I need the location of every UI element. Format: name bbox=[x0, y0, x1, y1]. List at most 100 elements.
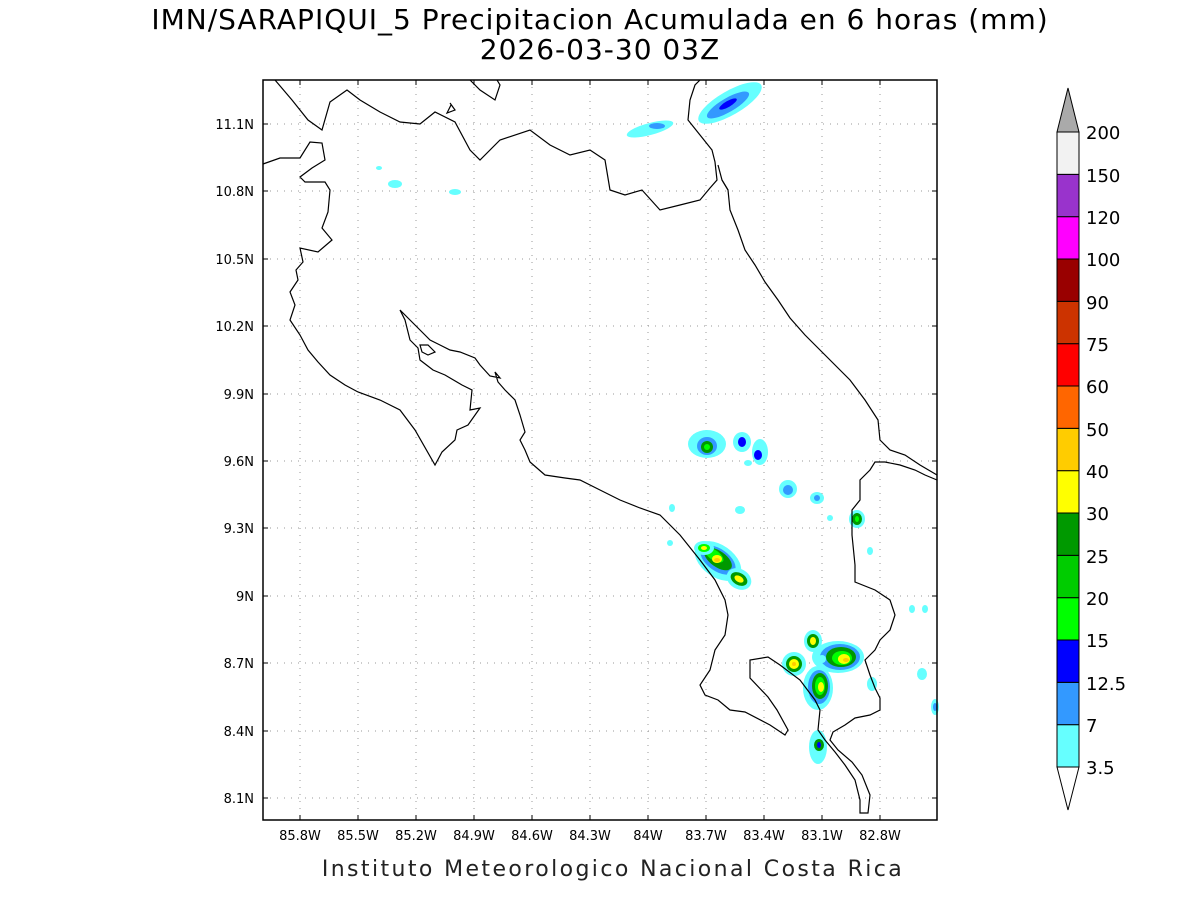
lon-tick-label: 84.3W bbox=[569, 829, 611, 844]
legend-label: 200 bbox=[1086, 123, 1120, 144]
legend-swatch bbox=[1056, 343, 1080, 387]
legend-swatch bbox=[1056, 724, 1080, 768]
institution-credit: Instituto Meteorologico Nacional Costa R… bbox=[321, 857, 905, 882]
legend-swatch bbox=[1056, 385, 1080, 429]
precip-cell bbox=[917, 668, 927, 680]
lon-tick-label: 82.8W bbox=[859, 829, 901, 844]
precip-cell bbox=[667, 540, 673, 546]
lat-tick-label: 8.1N bbox=[224, 792, 254, 807]
legend-label: 60 bbox=[1086, 377, 1109, 398]
legend-label: 120 bbox=[1086, 208, 1120, 229]
precip-cell bbox=[827, 515, 833, 521]
legend-label: 15 bbox=[1086, 631, 1109, 652]
lon-tick-label: 84.9W bbox=[453, 829, 495, 844]
legend-overflow-triangle bbox=[1056, 87, 1080, 133]
island bbox=[419, 344, 437, 356]
lake-nicaragua-shore bbox=[469, 79, 501, 101]
lat-tick-label: 10.8N bbox=[215, 185, 254, 200]
latitude-labels: 11.1N 10.8N 10.5N 10.2N 9.9N 9.6N 9.3N 9… bbox=[215, 118, 254, 807]
lat-tick-label: 9N bbox=[236, 590, 254, 605]
lon-tick-label: 83.7W bbox=[685, 829, 727, 844]
legend-swatch bbox=[1056, 173, 1080, 218]
precip-cell bbox=[376, 166, 382, 170]
lat-tick-label: 8.7N bbox=[224, 657, 254, 672]
lon-tick-label: 84.6W bbox=[511, 829, 553, 844]
legend-swatch bbox=[1056, 681, 1080, 726]
precip-cell bbox=[909, 605, 915, 613]
precip-cell bbox=[933, 703, 937, 711]
legend-swatch bbox=[1056, 427, 1080, 472]
precipitation-field bbox=[376, 82, 939, 764]
precip-cell bbox=[812, 641, 864, 673]
precip-cell bbox=[694, 541, 714, 555]
precip-cell bbox=[867, 547, 873, 555]
lon-tick-label: 85.8W bbox=[279, 829, 321, 844]
legend-label: 30 bbox=[1086, 504, 1109, 525]
precip-cell bbox=[849, 510, 865, 528]
precip-cell bbox=[809, 730, 827, 764]
legend-label: 20 bbox=[1086, 589, 1109, 610]
precip-cell bbox=[669, 504, 675, 512]
lat-tick-label: 11.1N bbox=[215, 118, 254, 133]
precip-cell bbox=[779, 480, 797, 498]
legend-label: 75 bbox=[1086, 335, 1109, 356]
map-valid-time: 2026-03-30 03Z bbox=[479, 33, 721, 66]
legend-label: 12.5 bbox=[1086, 674, 1126, 695]
precip-cell bbox=[649, 123, 665, 129]
precip-cell bbox=[782, 652, 806, 676]
island bbox=[445, 102, 456, 115]
precip-cell bbox=[735, 506, 745, 514]
legend-label: 40 bbox=[1086, 462, 1109, 483]
lon-tick-label: 84W bbox=[633, 829, 663, 844]
legend-labels: 3.5 7 12.5 15 20 25 30 40 50 60 75 90 10… bbox=[1086, 123, 1126, 779]
legend-label: 7 bbox=[1086, 716, 1097, 737]
precip-cell bbox=[803, 666, 833, 710]
axis-ticks bbox=[263, 80, 937, 820]
lon-tick-label: 85.2W bbox=[395, 829, 437, 844]
legend-color-bar bbox=[1056, 131, 1080, 768]
precip-cell bbox=[804, 630, 822, 652]
precip-cell bbox=[449, 189, 461, 195]
longitude-labels: 85.8W 85.5W 85.2W 84.9W 84.6W 84.3W 84W … bbox=[279, 829, 901, 844]
legend-swatch bbox=[1056, 554, 1080, 599]
border-line bbox=[262, 141, 938, 814]
color-legend: 3.5 7 12.5 15 20 25 30 40 50 60 75 90 10… bbox=[1056, 87, 1126, 811]
legend-label: 25 bbox=[1086, 547, 1109, 568]
legend-swatch bbox=[1056, 512, 1080, 556]
map-title: IMN/SARAPIQUI_5 Precipitacion Acumulada … bbox=[151, 3, 1049, 36]
precip-cell bbox=[818, 655, 826, 663]
legend-label: 100 bbox=[1086, 250, 1120, 271]
legend-swatch bbox=[1056, 131, 1080, 175]
legend-label: 3.5 bbox=[1086, 758, 1115, 779]
legend-swatch bbox=[1056, 639, 1080, 683]
lake-nicaragua-shore bbox=[274, 79, 718, 211]
map-area: 85.8W 85.5W 85.2W 84.9W 84.6W 84.3W 84W … bbox=[215, 79, 939, 844]
precip-cell bbox=[814, 495, 820, 501]
legend-swatch bbox=[1056, 216, 1080, 260]
legend-swatch bbox=[1056, 597, 1080, 641]
legend-swatch bbox=[1056, 470, 1080, 514]
precip-cell bbox=[388, 180, 402, 188]
precip-cell bbox=[922, 605, 928, 613]
lon-tick-label: 83.1W bbox=[801, 829, 843, 844]
precip-cell bbox=[688, 430, 726, 458]
precip-cell bbox=[733, 432, 751, 452]
caribbean-coast bbox=[717, 164, 938, 476]
map-frame bbox=[262, 79, 938, 821]
lat-tick-label: 9.6N bbox=[224, 455, 254, 470]
precip-cell bbox=[752, 439, 768, 465]
precip-cell bbox=[698, 82, 762, 124]
legend-swatch bbox=[1056, 300, 1080, 345]
legend-swatch bbox=[1056, 258, 1080, 302]
lat-tick-label: 9.3N bbox=[224, 522, 254, 537]
legend-label: 90 bbox=[1086, 293, 1109, 314]
precip-cell bbox=[744, 460, 752, 466]
lon-tick-label: 85.5W bbox=[337, 829, 379, 844]
lon-tick-label: 83.4W bbox=[743, 829, 785, 844]
lat-tick-label: 10.2N bbox=[215, 320, 254, 335]
coastlines bbox=[262, 79, 938, 814]
lat-tick-label: 10.5N bbox=[215, 253, 254, 268]
lat-tick-label: 9.9N bbox=[224, 388, 254, 403]
lat-tick-label: 8.4N bbox=[224, 725, 254, 740]
